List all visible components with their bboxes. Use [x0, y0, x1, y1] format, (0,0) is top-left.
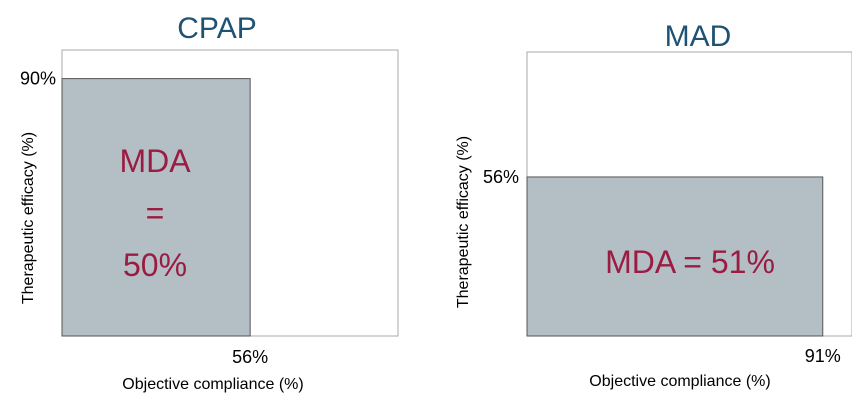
x-tick-label: 91%	[805, 346, 841, 366]
mda-annotation: =	[146, 195, 165, 231]
mda-annotation: MDA = 51%	[605, 244, 775, 280]
x-tick-label: 56%	[232, 347, 268, 367]
efficacy-bar	[61, 78, 251, 337]
y-tick-label: 90%	[20, 69, 56, 89]
mda-annotation: 50%	[123, 247, 187, 283]
chart-title: CPAP	[177, 12, 256, 45]
y-tick-label: 56%	[483, 167, 519, 187]
chart-title: MAD	[665, 20, 732, 53]
efficacy-bar	[526, 176, 824, 337]
mda-annotation: MDA	[119, 143, 191, 179]
chart-cpap: CPAP 90% 56% Objective compliance (%) Therap…	[20, 12, 399, 393]
x-axis-label: Objective compliance (%)	[589, 373, 770, 390]
x-axis-label: Objective compliance (%)	[122, 376, 303, 393]
chart-mad: MAD 56% 91% Objective compliance (%) Therape…	[455, 20, 852, 390]
y-axis-label: Therapeutic efficacy (%)	[455, 136, 472, 308]
y-axis-label: Therapeutic efficacy (%)	[20, 132, 37, 304]
